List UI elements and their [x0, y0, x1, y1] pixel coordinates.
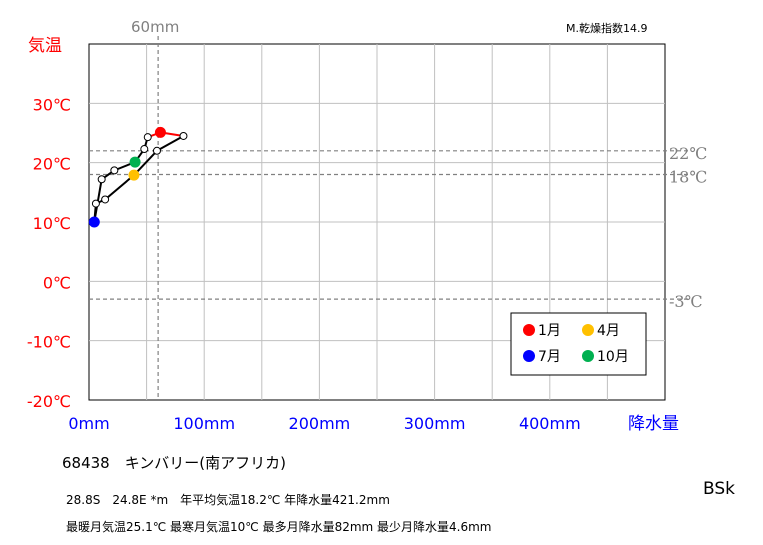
reference-label-temp: 22℃	[669, 144, 707, 163]
month-point	[143, 133, 152, 142]
legend-marker-oct	[582, 350, 594, 362]
y-axis-ticks: 30℃ 20℃ 10℃ 0℃ -10℃ -20℃	[27, 95, 71, 411]
x-axis-ticks: 0mm 100mm 200mm 300mm 400mm	[68, 414, 580, 433]
curve-segment	[104, 174, 135, 201]
climate-classification: BSk	[703, 479, 735, 499]
reference-lines: 22℃ 18℃ -3℃	[89, 36, 707, 400]
y-tick-label: 10℃	[33, 214, 71, 233]
y-tick-label: 30℃	[33, 95, 71, 114]
month-point	[101, 195, 110, 204]
curve-segment	[132, 149, 158, 177]
precip-marker-label: 60mm	[131, 18, 179, 36]
station-title: 68438 キンバリー(南アフリカ)	[62, 454, 286, 472]
y-tick-label: -10℃	[27, 333, 71, 352]
legend-marker-jan	[523, 324, 535, 336]
x-tick-label: 100mm	[173, 414, 235, 433]
legend-marker-jul	[523, 350, 535, 362]
month-point	[179, 131, 188, 140]
station-coordinates: 28.8S 24.8E *m 年平均気温18.2℃ 年降水量421.2mm	[66, 493, 390, 507]
x-axis-title: 降水量	[628, 414, 679, 434]
station-stats: 最暖月気温25.1℃ 最寒月気温10℃ 最多月降水量82mm 最少月降水量4.6…	[66, 520, 492, 534]
x-tick-label: 0mm	[68, 414, 109, 433]
month-point	[91, 199, 100, 208]
y-tick-label: -20℃	[27, 392, 71, 411]
reference-label-temp: 18℃	[669, 168, 707, 187]
dryness-index: M.乾燥指数14.9	[566, 22, 648, 35]
x-tick-label: 200mm	[289, 414, 351, 433]
month-point-highlight	[154, 126, 166, 138]
y-tick-label: 0℃	[43, 273, 71, 292]
legend-label-jul: 7月	[538, 349, 561, 365]
x-tick-label: 400mm	[519, 414, 581, 433]
legend-label-jan: 1月	[538, 323, 561, 339]
legend-marker-apr	[582, 324, 594, 336]
curve-segment	[155, 134, 185, 152]
month-points	[88, 126, 188, 228]
legend-box	[510, 312, 647, 376]
month-point	[152, 146, 161, 155]
month-point	[110, 166, 119, 175]
grid	[89, 44, 665, 400]
month-point	[140, 145, 149, 154]
legend-label-apr: 4月	[597, 323, 620, 339]
legend-label-oct: 10月	[597, 349, 629, 365]
y-tick-label: 20℃	[33, 155, 71, 174]
x-tick-label: 300mm	[404, 414, 466, 433]
y-axis-title: 気温	[28, 36, 62, 56]
month-point-highlight	[128, 169, 140, 181]
month-point-highlight	[129, 156, 141, 168]
reference-label-temp: -3℃	[669, 292, 702, 311]
month-point-highlight	[88, 216, 100, 228]
month-point	[97, 175, 106, 184]
legend: 1月 4月 7月 10月	[510, 312, 647, 376]
